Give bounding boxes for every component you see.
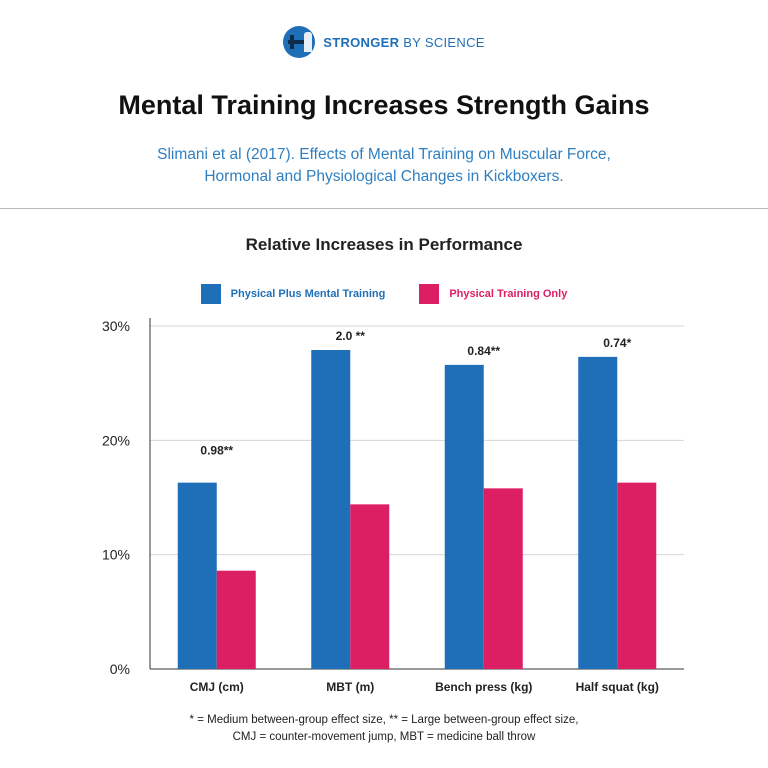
citation-subtitle: Slimani et al (2017). Effects of Mental … xyxy=(0,144,768,188)
effect-size-label: 0.98** xyxy=(200,444,233,458)
category-label: Half squat (kg) xyxy=(576,680,659,694)
y-tick-label: 20% xyxy=(102,432,130,448)
barbell-lifter-icon xyxy=(283,26,316,58)
brand-name-bold: STRONGER xyxy=(323,34,400,50)
y-tick-label: 10% xyxy=(102,547,130,563)
category-label: MBT (m) xyxy=(326,680,374,694)
brand-header: STRONGER BY SCIENCE xyxy=(0,26,768,58)
footnote-line-2: CMJ = counter-movement jump, MBT = medic… xyxy=(232,731,536,743)
citation-line-1: Slimani et al (2017). Effects of Mental … xyxy=(157,146,611,163)
legend-item-physical: Physical Training Only xyxy=(419,284,567,304)
y-tick-label: 30% xyxy=(102,318,130,334)
brand-name-light: BY SCIENCE xyxy=(403,34,485,50)
bar-physical-only xyxy=(483,488,523,669)
chart-legend: Physical Plus Mental Training Physical T… xyxy=(0,284,768,304)
footnote-line-1: * = Medium between-group effect size, **… xyxy=(189,714,579,726)
bar-mental-training xyxy=(578,356,618,669)
legend-label-physical: Physical Training Only xyxy=(449,288,568,300)
effect-size-label: 0.74* xyxy=(603,336,631,350)
effect-size-label: 2.0 ** xyxy=(336,329,366,343)
bar-physical-only xyxy=(350,504,390,669)
bar-mental-training xyxy=(444,364,484,669)
section-divider xyxy=(0,208,768,209)
brand-name: STRONGER BY SCIENCE xyxy=(323,35,485,50)
effect-size-label: 0.84** xyxy=(467,344,500,358)
footnote: * = Medium between-group effect size, **… xyxy=(0,712,768,746)
bar-physical-only xyxy=(617,482,657,669)
bar-mental-training xyxy=(311,350,351,669)
chart-title: Relative Increases in Performance xyxy=(245,235,523,254)
bar-physical-only xyxy=(216,570,256,669)
page-title: Mental Training Increases Strength Gains xyxy=(118,90,650,120)
category-label: CMJ (cm) xyxy=(190,680,244,694)
bar-mental-training xyxy=(177,482,217,669)
legend-swatch-mental xyxy=(200,284,221,304)
y-tick-label: 0% xyxy=(110,661,130,677)
legend-swatch-physical xyxy=(419,284,440,304)
category-label: Bench press (kg) xyxy=(435,680,532,694)
legend-item-mental: Physical Plus Mental Training xyxy=(200,284,386,304)
legend-label-mental: Physical Plus Mental Training xyxy=(230,288,386,300)
citation-line-2: Hormonal and Physiological Changes in Ki… xyxy=(204,168,564,185)
